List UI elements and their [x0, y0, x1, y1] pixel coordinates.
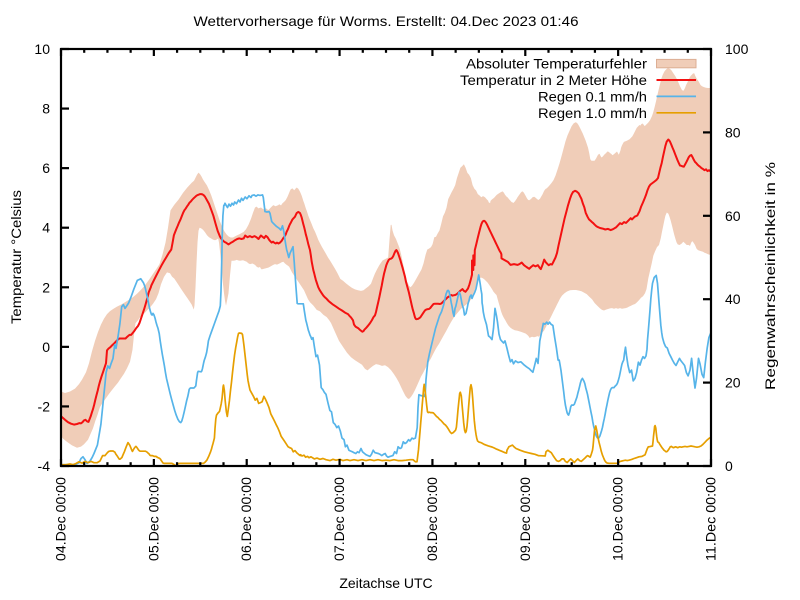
svg-text:Zeitachse UTC: Zeitachse UTC — [339, 575, 432, 591]
svg-text:09.Dec 00:00: 09.Dec 00:00 — [517, 477, 533, 561]
svg-text:Temperatur in 2 Meter Höhe: Temperatur in 2 Meter Höhe — [460, 72, 647, 88]
svg-text:-4: -4 — [38, 458, 51, 474]
svg-text:06.Dec 00:00: 06.Dec 00:00 — [238, 477, 254, 561]
svg-text:04.Dec 00:00: 04.Dec 00:00 — [53, 477, 69, 561]
svg-text:8: 8 — [42, 101, 50, 117]
svg-text:Regen 0.1 mm/h: Regen 0.1 mm/h — [538, 88, 647, 104]
svg-text:05.Dec 00:00: 05.Dec 00:00 — [145, 477, 161, 561]
svg-text:40: 40 — [725, 291, 741, 307]
svg-text:08.Dec 00:00: 08.Dec 00:00 — [424, 477, 440, 561]
svg-text:80: 80 — [725, 124, 741, 140]
svg-text:0: 0 — [725, 458, 733, 474]
svg-text:0: 0 — [42, 339, 50, 355]
svg-text:Regenwahrscheinlichkeit in %: Regenwahrscheinlichkeit in % — [762, 162, 778, 390]
svg-text:Temperatur °Celsius: Temperatur °Celsius — [8, 190, 24, 324]
svg-text:Absoluter Temperaturfehler: Absoluter Temperaturfehler — [466, 56, 647, 72]
svg-text:-2: -2 — [38, 398, 51, 414]
svg-text:10: 10 — [34, 41, 50, 57]
svg-text:07.Dec 00:00: 07.Dec 00:00 — [331, 477, 347, 561]
svg-text:100: 100 — [725, 41, 749, 57]
svg-text:Wettervorhersage für Worms. Er: Wettervorhersage für Worms. Erstellt: 04… — [194, 13, 579, 29]
svg-text:6: 6 — [42, 160, 50, 176]
svg-text:Regen 1.0 mm/h: Regen 1.0 mm/h — [538, 105, 647, 121]
svg-text:20: 20 — [725, 375, 741, 391]
svg-text:2: 2 — [42, 279, 50, 295]
svg-text:11.Dec 00:00: 11.Dec 00:00 — [703, 477, 719, 561]
svg-text:10.Dec 00:00: 10.Dec 00:00 — [610, 477, 626, 561]
svg-text:60: 60 — [725, 208, 741, 224]
svg-text:4: 4 — [42, 220, 50, 236]
